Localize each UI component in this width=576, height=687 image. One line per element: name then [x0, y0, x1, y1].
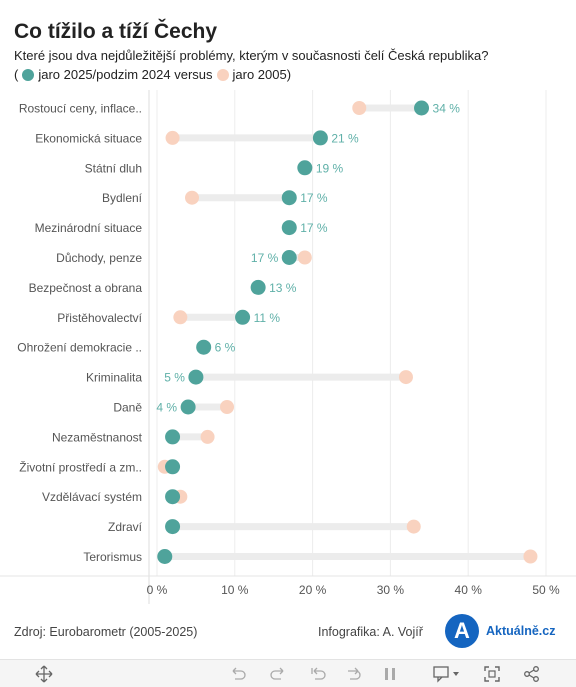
fullscreen-icon[interactable] [482, 664, 502, 684]
current-dot [281, 190, 297, 206]
x-tick-label: 30 % [377, 583, 405, 597]
legend: ( jaro 2025/podzim 2024 versus jaro 2005… [14, 67, 291, 82]
move-icon[interactable] [34, 664, 54, 684]
value-label: 21 % [331, 131, 359, 145]
redo-icon[interactable] [268, 664, 288, 684]
pause-icon[interactable] [380, 664, 400, 684]
logo-icon: A [445, 614, 479, 648]
x-tick-label: 10 % [221, 583, 249, 597]
legend-past-dot [216, 68, 229, 81]
past-dot [523, 549, 538, 564]
value-label: 13 % [269, 281, 297, 295]
category-label: Mezinárodní situace [35, 221, 143, 235]
category-label: Nezaměstnanost [52, 430, 143, 444]
value-label: 6 % [215, 341, 236, 355]
current-dot [165, 459, 181, 475]
category-label: Přistěhovalectví [57, 311, 142, 325]
value-label: 4 % [156, 401, 177, 415]
value-label: 17 % [300, 221, 328, 235]
refresh-icon[interactable] [344, 664, 364, 684]
current-dot [165, 429, 181, 445]
chart-subtitle: Které jsou dva nejdůležitější problémy, … [14, 48, 489, 63]
legend-current-dot [22, 68, 35, 81]
legend-past-label: jaro 2005) [232, 67, 292, 82]
current-dot [312, 130, 328, 146]
value-label: 19 % [316, 161, 344, 175]
past-dot [165, 130, 180, 145]
category-label: Terorismus [83, 550, 142, 564]
value-label: 17 % [300, 191, 328, 205]
category-label: Kriminalita [86, 371, 142, 385]
aktualne-logo[interactable]: A Aktuálně.cz [445, 614, 555, 648]
x-tick-label: 40 % [455, 583, 483, 597]
current-dot [250, 279, 266, 295]
past-dot [352, 101, 367, 115]
category-label: Vzdělávací systém [42, 490, 142, 504]
current-dot [180, 399, 196, 415]
current-dot [165, 519, 181, 535]
category-label: Rostoucí ceny, inflace.. [19, 102, 142, 116]
current-dot [157, 549, 173, 564]
tableau-toolbar [0, 659, 576, 687]
comment-icon[interactable] [432, 664, 462, 684]
current-dot [281, 220, 297, 236]
legend-open-paren: ( [14, 67, 19, 82]
current-dot [235, 309, 251, 325]
legend-current-label: jaro 2025/podzim 2024 versus [38, 67, 213, 82]
dumbbell-chart: Rostoucí ceny, inflace.. 34 % Ekonomická s… [0, 90, 576, 604]
past-dot [398, 370, 413, 385]
past-dot [200, 429, 215, 444]
current-dot [188, 369, 204, 385]
logo-text: Aktuálně.cz [486, 624, 556, 638]
past-dot [297, 250, 312, 265]
category-label: Bezpečnost a obrana [29, 281, 143, 295]
chart-title: Co tížilo a tíží Čechy [14, 20, 218, 43]
category-label: Bydlení [102, 191, 143, 205]
x-tick-label: 20 % [299, 583, 327, 597]
current-dot [414, 100, 430, 116]
current-dot [165, 489, 181, 505]
current-dot [196, 339, 212, 355]
x-tick-label: 50 % [532, 583, 560, 597]
past-dot [185, 190, 200, 205]
value-label: 34 % [433, 102, 461, 116]
share-icon[interactable] [522, 664, 542, 684]
past-dot [220, 400, 235, 414]
value-label: 17 % [251, 251, 279, 265]
x-tick-label: 0 % [147, 583, 168, 597]
source-text: Zdroj: Eurobarometr (2005-2025) [14, 625, 198, 639]
category-label: Státní dluh [85, 161, 142, 175]
category-label: Daně [113, 401, 142, 415]
category-label: Životní prostředí a zm.. [19, 459, 142, 474]
current-dot [297, 160, 313, 176]
value-label: 5 % [164, 371, 185, 385]
revert-icon[interactable] [308, 664, 328, 684]
category-label: Důchody, penze [56, 251, 142, 265]
undo-icon[interactable] [228, 664, 248, 684]
author-text: Infografika: A. Vojíř [318, 625, 423, 639]
past-dot [173, 310, 188, 325]
category-label: Ohrožení demokracie .. [17, 341, 142, 355]
category-label: Ekonomická situace [35, 131, 142, 145]
value-label: 11 % [254, 311, 281, 325]
category-label: Zdraví [108, 520, 143, 534]
current-dot [281, 250, 297, 265]
past-dot [406, 519, 421, 534]
